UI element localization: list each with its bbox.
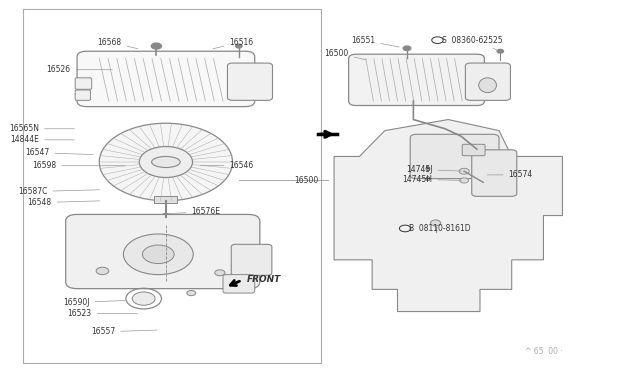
Circle shape (140, 147, 193, 177)
Text: 14745J: 14745J (406, 165, 461, 174)
Circle shape (431, 220, 441, 226)
FancyBboxPatch shape (231, 244, 272, 275)
Text: 16526: 16526 (47, 65, 113, 74)
Circle shape (215, 270, 225, 276)
Circle shape (187, 291, 196, 296)
Text: 16557: 16557 (91, 327, 157, 336)
Ellipse shape (479, 78, 497, 93)
Text: 16500: 16500 (294, 176, 318, 185)
FancyBboxPatch shape (462, 144, 485, 156)
Circle shape (460, 178, 468, 183)
FancyBboxPatch shape (227, 63, 273, 100)
Polygon shape (334, 119, 563, 311)
FancyBboxPatch shape (75, 90, 90, 100)
Text: 16568: 16568 (97, 38, 138, 49)
Text: 16551: 16551 (351, 36, 399, 47)
Circle shape (459, 168, 469, 174)
Circle shape (99, 123, 232, 201)
FancyBboxPatch shape (349, 54, 484, 106)
FancyBboxPatch shape (223, 275, 255, 293)
Text: 16574: 16574 (487, 170, 532, 179)
Text: 16565N: 16565N (9, 124, 74, 133)
Text: 16548: 16548 (28, 198, 100, 207)
Circle shape (497, 49, 504, 53)
Text: B  08110-8161D: B 08110-8161D (409, 224, 470, 233)
Text: 14745H: 14745H (403, 175, 461, 184)
Ellipse shape (152, 157, 180, 167)
FancyBboxPatch shape (75, 78, 92, 89)
FancyBboxPatch shape (410, 134, 499, 179)
Text: 16500: 16500 (324, 49, 366, 60)
Circle shape (143, 245, 174, 263)
Text: FRONT: FRONT (247, 275, 282, 283)
FancyBboxPatch shape (472, 150, 516, 196)
Circle shape (96, 267, 109, 275)
Text: 16547: 16547 (26, 148, 93, 157)
Text: 16590J: 16590J (63, 298, 125, 307)
Text: 16546: 16546 (200, 161, 253, 170)
Text: 16523: 16523 (68, 309, 138, 318)
FancyBboxPatch shape (77, 51, 255, 107)
Circle shape (236, 44, 242, 48)
FancyBboxPatch shape (66, 214, 260, 289)
Circle shape (151, 43, 161, 49)
Text: ⊕: ⊕ (424, 176, 431, 182)
Text: ^ 65  00 ·: ^ 65 00 · (525, 347, 563, 356)
Circle shape (132, 292, 155, 305)
FancyBboxPatch shape (465, 63, 511, 100)
Circle shape (403, 46, 411, 51)
Text: 16598: 16598 (32, 161, 125, 170)
Text: 16576E: 16576E (169, 207, 220, 217)
Text: 14844E: 14844E (10, 135, 74, 144)
Text: S  08360-62525: S 08360-62525 (442, 36, 502, 50)
Circle shape (159, 214, 172, 221)
FancyBboxPatch shape (154, 196, 177, 203)
Text: 16587C: 16587C (18, 187, 100, 196)
Text: ⊕: ⊕ (424, 166, 431, 171)
Circle shape (124, 234, 193, 275)
Text: 16516: 16516 (213, 38, 253, 49)
